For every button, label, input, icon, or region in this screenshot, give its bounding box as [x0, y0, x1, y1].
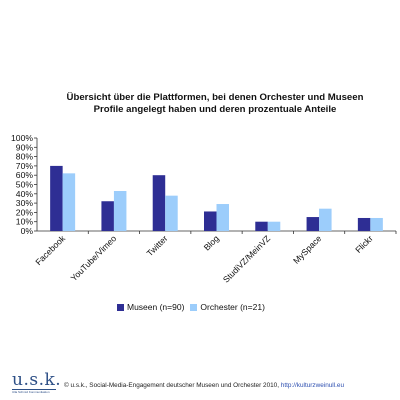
footer-text: © u.s.k., Social-Media-Engagement deutsc… [64, 382, 344, 394]
legend-label-museen: Museen (n=90) [127, 302, 185, 312]
bar-museen-0 [50, 165, 63, 231]
y-tick-label: 0% [21, 226, 34, 236]
bar-orchester-6 [370, 217, 383, 231]
copyright-text: © u.s.k., Social-Media-Engagement deutsc… [64, 382, 280, 389]
x-tick-label: YouTube/Vimeo [69, 233, 119, 283]
bar-orchester-3 [216, 204, 229, 231]
bar-orchester-1 [113, 191, 127, 231]
x-tick-label: MySpace [291, 233, 324, 266]
bar-museen-2 [152, 175, 166, 231]
bar-museen-4 [255, 221, 268, 231]
x-tick-label: Blog [202, 233, 221, 252]
legend-item-orchester: Orchester (n=21) [190, 302, 265, 312]
y-tick-label: 30% [16, 198, 34, 208]
x-tick-label: Twitter [145, 233, 170, 258]
bar-orchester-2 [165, 195, 178, 231]
bar-orchester-0 [62, 173, 76, 231]
bar-museen-6 [357, 217, 371, 231]
y-tick-label: 80% [16, 152, 34, 162]
x-tick-label: Flickr [353, 233, 375, 255]
legend-item-museen: Museen (n=90) [117, 302, 184, 312]
bar-museen-1 [101, 201, 114, 231]
bar-orchester-4 [267, 221, 281, 231]
y-tick-label: 20% [16, 207, 34, 217]
legend-label-orchester: Orchester (n=21) [200, 302, 265, 312]
y-tick-label: 10% [16, 217, 34, 227]
chart-legend: Museen (n=90) Orchester (n=21) [117, 302, 271, 312]
y-tick-label: 90% [16, 142, 34, 152]
usk-logo: u.s.k. Ulla Schmid Kommunikation [12, 370, 62, 394]
bar-chart: 100%90%80%70%60%50%40%30%20%10%0%Faceboo… [11, 133, 397, 285]
chart-title-line-1: Übersicht über die Plattformen, bei dene… [66, 92, 364, 103]
legend-swatch-museen [117, 303, 124, 311]
chart-title: Übersicht über die Plattformen, bei dene… [30, 92, 400, 116]
chart-title-line-2: Profile angelegt haben und deren prozent… [93, 104, 337, 115]
footer-link[interactable]: http://kulturzweinull.eu [280, 382, 345, 389]
logo-underline [12, 389, 56, 390]
x-tick-label: StudiVZ/MeinVZ [221, 233, 272, 284]
logo-subtext: Ulla Schmid Kommunikation [12, 390, 50, 394]
x-tick-label: Facebook [33, 233, 67, 267]
legend-swatch-orchester [190, 303, 198, 311]
bar-museen-3 [204, 211, 217, 231]
y-tick-label: 70% [16, 161, 34, 171]
footer: u.s.k. Ulla Schmid Kommunikation © u.s.k… [12, 372, 400, 394]
logo-text: u.s.k. [12, 370, 62, 390]
bar-museen-5 [306, 217, 320, 231]
bar-orchester-5 [319, 208, 332, 231]
y-tick-label: 40% [16, 189, 34, 199]
y-tick-label: 50% [16, 180, 34, 190]
y-tick-label: 60% [16, 170, 34, 180]
y-tick-label: 100% [11, 133, 33, 143]
